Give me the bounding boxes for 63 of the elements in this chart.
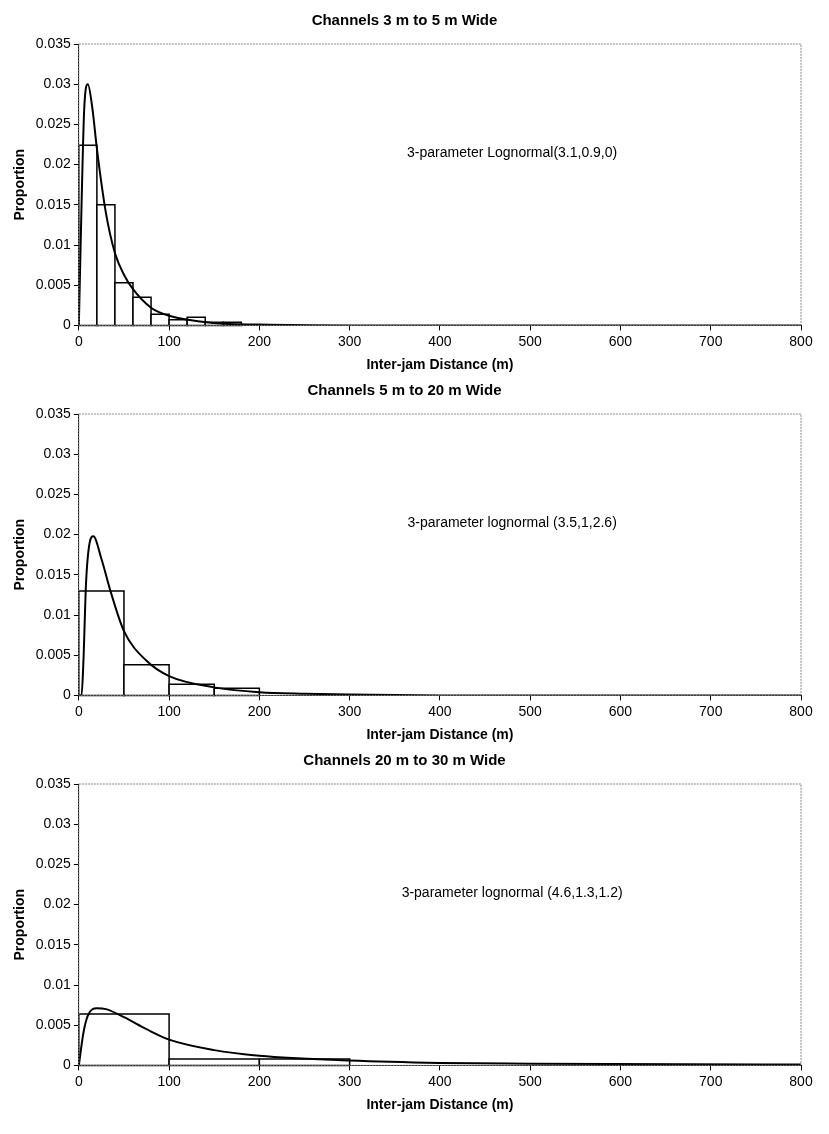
x-tick-label: 500	[518, 332, 543, 349]
x-tick-label: 400	[428, 702, 452, 719]
y-tick-label: 0.02	[43, 895, 72, 912]
y-tick-label: 0.035	[35, 774, 72, 791]
y-tick-label: 0.035	[35, 34, 72, 51]
x-tick-label: 700	[699, 1072, 723, 1089]
y-tick-label: 0	[63, 686, 72, 703]
x-tick-label: 700	[699, 702, 723, 719]
chart-title: Channels 3 m to 5 m Wide	[311, 11, 498, 29]
x-tick-label: 700	[699, 332, 723, 349]
y-tick-label: 0.01	[43, 235, 72, 252]
y-tick-label: 0.01	[43, 975, 72, 992]
y-tick-label: 0	[63, 316, 72, 333]
x-axis-title: Inter-jam Distance (m)	[366, 356, 514, 373]
y-tick-label: 0.015	[35, 935, 72, 952]
y-tick-label: 0.03	[43, 815, 72, 832]
x-tick-label: 600	[608, 702, 633, 719]
x-tick-label: 800	[789, 702, 813, 719]
x-tick-label: 200	[247, 1072, 272, 1089]
x-tick-label: 0	[74, 702, 83, 719]
annotation: 3-parameter lognormal (4.6,1.3,1.2)	[401, 883, 623, 900]
y-tick-label: 0.02	[43, 525, 72, 542]
x-axis-title: Inter-jam Distance (m)	[366, 726, 514, 743]
y-axis-title: Proportion	[11, 888, 28, 961]
x-tick-label: 0	[74, 1072, 83, 1089]
y-tick-label: 0.005	[35, 646, 72, 663]
y-tick-label: 0.025	[35, 115, 72, 132]
x-tick-label: 400	[428, 332, 452, 349]
x-tick-label: 600	[608, 332, 633, 349]
y-tick-label: 0.015	[35, 565, 72, 582]
x-tick-label: 200	[247, 332, 272, 349]
x-tick-label: 100	[157, 332, 181, 349]
y-tick-label: 0.005	[35, 1016, 72, 1033]
y-tick-label: 0.005	[35, 276, 72, 293]
x-tick-label: 0	[74, 332, 83, 349]
x-tick-label: 100	[157, 702, 181, 719]
x-tick-label: 300	[337, 702, 362, 719]
x-tick-label: 400	[428, 1072, 452, 1089]
y-tick-label: 0.035	[35, 404, 72, 421]
x-tick-label: 500	[518, 702, 543, 719]
y-axis-title: Proportion	[11, 518, 28, 591]
y-tick-label: 0.01	[43, 605, 72, 622]
x-tick-label: 500	[518, 1072, 543, 1089]
x-axis-title: Inter-jam Distance (m)	[366, 1096, 514, 1113]
y-tick-label: 0.025	[35, 485, 72, 502]
x-tick-label: 800	[789, 332, 813, 349]
x-tick-label: 300	[337, 332, 362, 349]
y-tick-label: 0.015	[35, 195, 72, 212]
chart-title: Channels 20 m to 30 m Wide	[303, 751, 506, 769]
annotation: 3-parameter lognormal (3.5,1,2.6)	[407, 513, 617, 530]
y-tick-label: 0.03	[43, 445, 72, 462]
annotation: 3-parameter Lognormal(3.1,0.9,0)	[407, 143, 618, 160]
x-tick-label: 200	[247, 702, 272, 719]
x-tick-label: 300	[337, 1072, 362, 1089]
x-tick-label: 800	[789, 1072, 813, 1089]
y-axis-title: Proportion	[11, 148, 28, 221]
y-tick-label: 0	[63, 1056, 72, 1073]
y-tick-label: 0.025	[35, 855, 72, 872]
y-tick-label: 0.02	[43, 155, 72, 172]
x-tick-label: 600	[608, 1072, 633, 1089]
x-tick-label: 100	[157, 1072, 181, 1089]
chart-title: Channels 5 m to 20 m Wide	[307, 381, 502, 399]
y-tick-label: 0.03	[43, 75, 72, 92]
